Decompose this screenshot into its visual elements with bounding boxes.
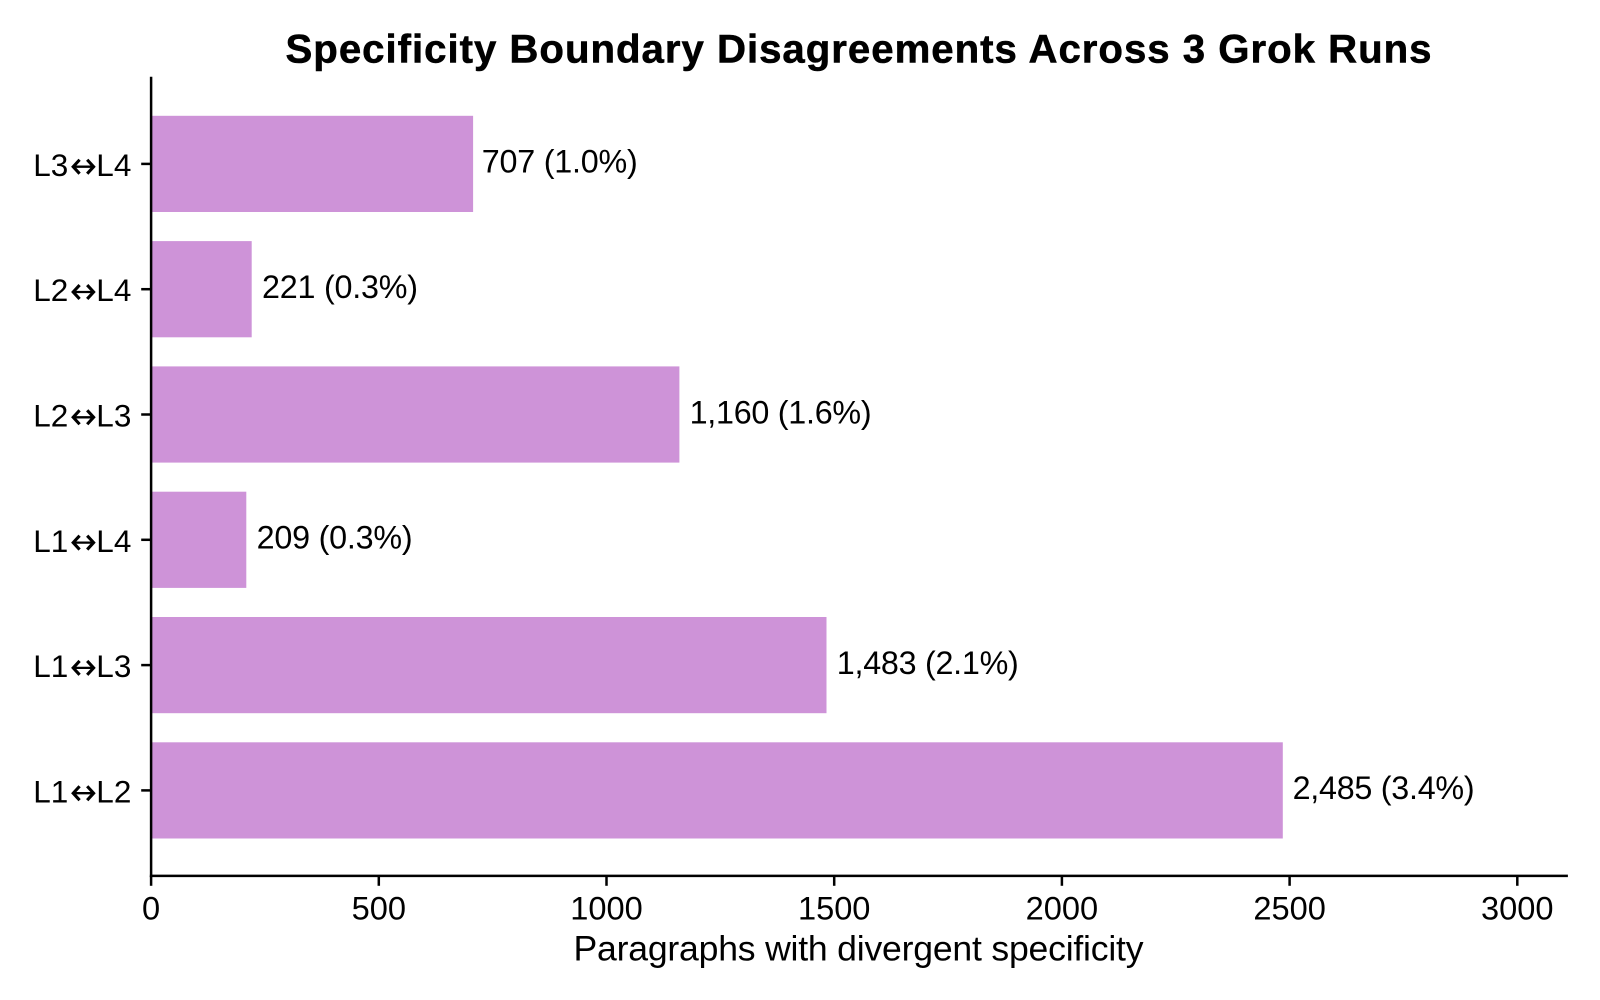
svg-text:L1: L1 [33, 523, 68, 559]
svg-text:Specificity Boundary Disagreem: Specificity Boundary Disagreements Acros… [286, 26, 1432, 71]
svg-text:L4: L4 [96, 147, 131, 183]
svg-text:0: 0 [142, 889, 160, 926]
svg-text:209 (0.3%): 209 (0.3%) [257, 520, 413, 556]
svg-text:L2: L2 [96, 773, 131, 809]
svg-text:L3: L3 [96, 648, 131, 684]
svg-text:707 (1.0%): 707 (1.0%) [482, 144, 638, 180]
svg-text:L1: L1 [33, 773, 68, 809]
svg-text:L2: L2 [33, 398, 68, 434]
svg-text:L3: L3 [33, 147, 68, 183]
svg-text:1,483 (2.1%): 1,483 (2.1%) [837, 645, 1019, 681]
svg-text:500: 500 [352, 889, 406, 926]
svg-text:L1: L1 [33, 648, 68, 684]
svg-text:L2: L2 [33, 272, 68, 308]
svg-text:L3: L3 [96, 398, 131, 434]
svg-text:3000: 3000 [1481, 889, 1553, 926]
svg-text:221 (0.3%): 221 (0.3%) [262, 269, 418, 305]
svg-text:Paragraphs with divergent spec: Paragraphs with divergent specificity [574, 929, 1144, 969]
svg-text:2500: 2500 [1253, 889, 1325, 926]
svg-text:1500: 1500 [798, 889, 870, 926]
svg-text:L4: L4 [96, 272, 131, 308]
svg-text:2000: 2000 [1026, 889, 1098, 926]
svg-text:L4: L4 [96, 523, 131, 559]
svg-text:1,160 (1.6%): 1,160 (1.6%) [690, 394, 872, 430]
svg-text:2,485 (3.4%): 2,485 (3.4%) [1293, 770, 1475, 806]
svg-text:1000: 1000 [570, 889, 642, 926]
